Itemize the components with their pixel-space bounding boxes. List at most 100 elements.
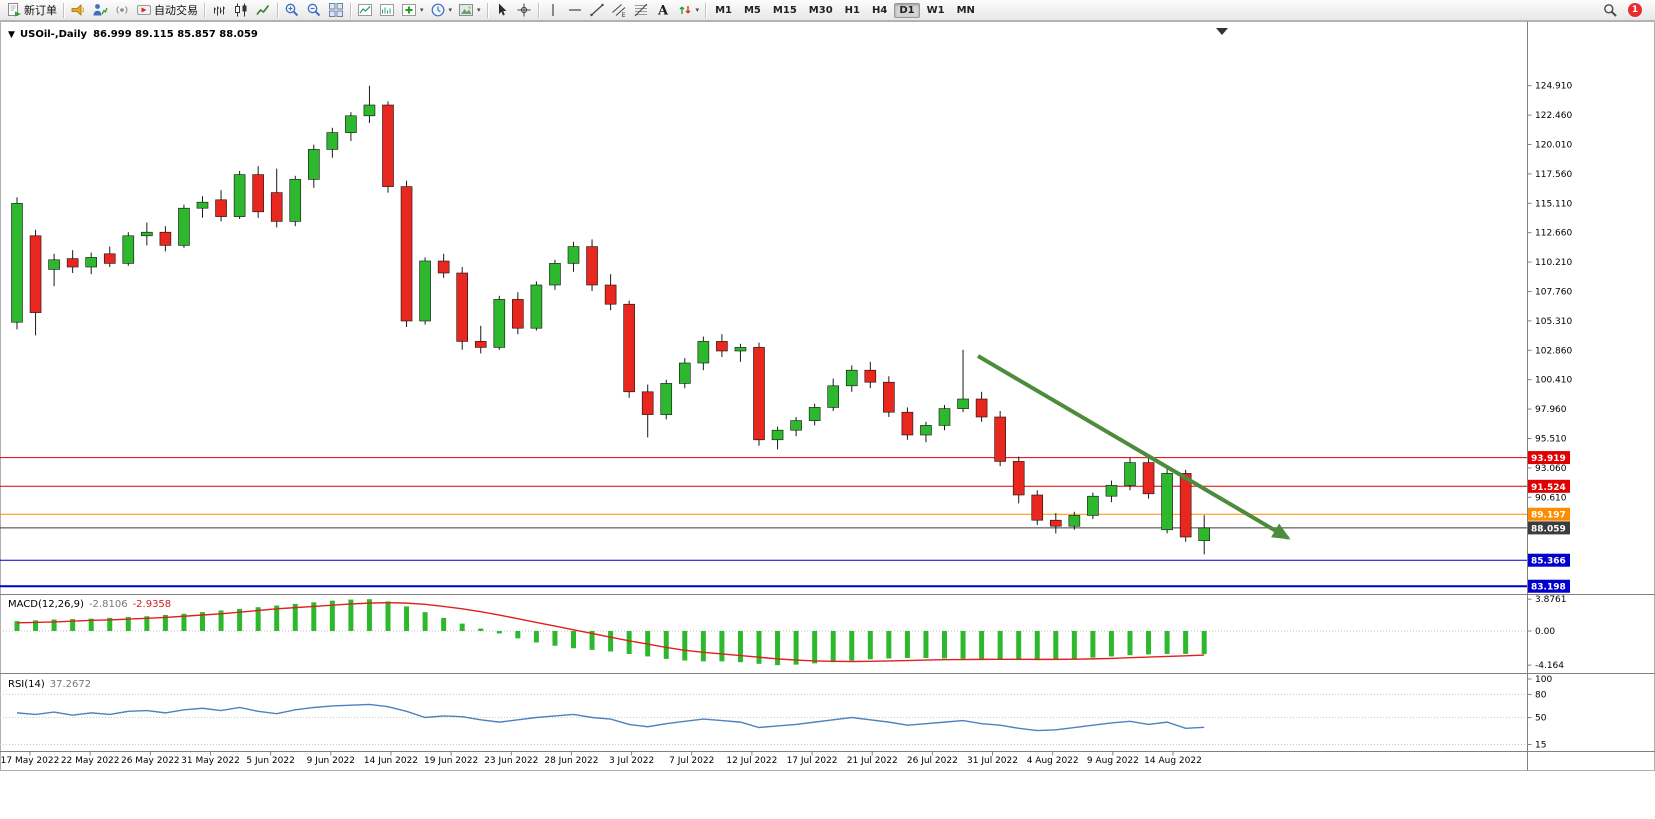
market-watch-button[interactable] [89,0,111,20]
price-tag-label: 93.919 [1531,454,1566,464]
timeframe-h1-button[interactable]: H1 [844,4,860,16]
candle-bearish [66,258,79,268]
candle-bearish [623,303,635,393]
new-order-button[interactable]: 新订单 [3,0,60,20]
candle-bearish [586,246,598,286]
date-axis[interactable]: 17 May 2022 22 May 2022 26 May 2022 31 May … [1,751,1202,767]
date-axis-label: 14 Jun 2022 [364,756,418,766]
hline-icon [567,2,583,18]
search-button[interactable] [1599,0,1621,20]
candle-bullish [363,104,376,117]
trendline-button[interactable] [586,0,608,20]
candle-bearish [901,411,914,436]
trend-arrow[interactable] [976,354,1291,540]
line-chart-button[interactable] [252,0,274,20]
crosshair-button[interactable] [513,0,535,20]
price-axis-label: 120.010 [1535,140,1572,150]
horizontal-line-button[interactable] [564,0,586,20]
timeframe-w1-button[interactable]: W1 [926,4,945,16]
timeframe-m5-button[interactable]: M5 [743,4,761,16]
candle-bearish [512,299,524,329]
candle-bullish [771,429,784,441]
price-axis-label: 90.610 [1535,493,1567,503]
date-axis-label: 17 May 2022 [1,756,60,766]
chart-profile-button[interactable] [376,0,398,20]
new-order-icon [6,2,22,18]
candle-bullish [660,383,673,415]
text-tool-button[interactable]: A [652,0,674,20]
price-axis-label: 107.760 [1535,287,1572,297]
candle-bearish [1142,462,1155,495]
autotrading-icon [136,2,152,18]
candle-bullish [808,407,821,421]
timeframe-h4-button[interactable]: H4 [871,4,888,16]
timeframe-m30-button[interactable]: M30 [808,4,833,16]
price-tag-label: 89.197 [1531,511,1566,521]
timeframe-m1-button[interactable]: M1 [715,4,732,16]
zoom-in-button[interactable] [281,0,303,20]
candle-bullish [289,179,302,222]
candle-bearish [400,186,413,322]
zoom-out-button[interactable] [303,0,325,20]
chart-canvas[interactable]: 124.910 122.460 120.010 117.560 115.110 112.6… [0,21,1655,819]
tile-windows-button[interactable] [325,0,347,20]
macd-scale-label: 0.00 [1535,627,1555,637]
candle-bullish [957,398,969,409]
rsi-label: RSI(14) 37.2672 [8,679,91,690]
rsi-scale-label: 50 [1535,714,1547,724]
signals-button[interactable] [111,0,133,20]
candle-bearish [1031,494,1044,521]
timeframe-m15-button[interactable]: M15 [772,4,797,16]
candle-bearish [456,272,469,342]
date-axis-label: 22 May 2022 [61,756,120,766]
channel-button[interactable]: E [608,0,630,20]
fibonacci-icon [633,2,649,18]
fibonacci-button[interactable] [630,0,652,20]
templates-button[interactable]: ▾ [455,0,484,20]
price-axis-label: 110.210 [1535,258,1572,268]
date-axis-label: 9 Aug 2022 [1087,756,1139,766]
candle-bearish [883,381,895,413]
cursor-button[interactable] [491,0,513,20]
candle-bearish [215,199,227,217]
autotrading-button[interactable]: 自动交易 [133,0,201,20]
timeframe-d1-button[interactable]: D1 [894,2,920,18]
chart-shift-marker[interactable] [1216,28,1228,35]
indicators-button[interactable]: ▾ [398,0,427,20]
candle-bearish [474,341,487,348]
chevron-down-icon: ▾ [695,6,700,14]
new-order-button-label: 新订单 [24,4,57,17]
candle-bullish [85,257,97,268]
candle-bullish [567,246,580,264]
candle-bullish [549,263,561,286]
new-chart-button[interactable] [354,0,376,20]
notifications-badge[interactable]: 1 [1628,3,1642,17]
candle-bearish [753,347,765,441]
arrows-tool-button[interactable]: ▾ [674,0,703,20]
price-axis-tag: 89.197 [1528,507,1570,521]
price-axis-tag: 83.198 [1528,579,1570,593]
timeframe-mn-button[interactable]: MN [956,4,975,16]
toolbar-separator [204,2,205,18]
vertical-line-button[interactable] [542,0,564,20]
chart-collapse-triangle[interactable]: ▼ [8,30,15,40]
toolbar-separator [63,2,64,18]
candlestick-chart-button[interactable] [230,0,252,20]
candle-bullish [734,347,747,352]
candle-bullish [307,149,320,180]
date-axis-label: 7 Jul 2022 [669,756,714,766]
rsi-scale-label: 15 [1535,740,1546,750]
candle-bullish [1198,527,1210,541]
chart-profile-icon [379,2,395,18]
price-tag-label: 88.059 [1531,524,1566,534]
candle-bullish [419,260,431,322]
bar-chart-button[interactable] [208,0,230,20]
price-lines [0,457,1527,588]
price-axis[interactable]: 124.910 122.460 120.010 117.560 115.110 112.6… [1527,82,1573,504]
person-chart-icon [92,2,108,18]
periods-button[interactable]: ▾ [427,0,456,20]
price-axis-tag: 85.366 [1528,553,1570,567]
chevron-down-icon: ▾ [420,6,424,14]
candle-bullish [1124,462,1136,486]
alerts-button[interactable] [67,0,89,20]
